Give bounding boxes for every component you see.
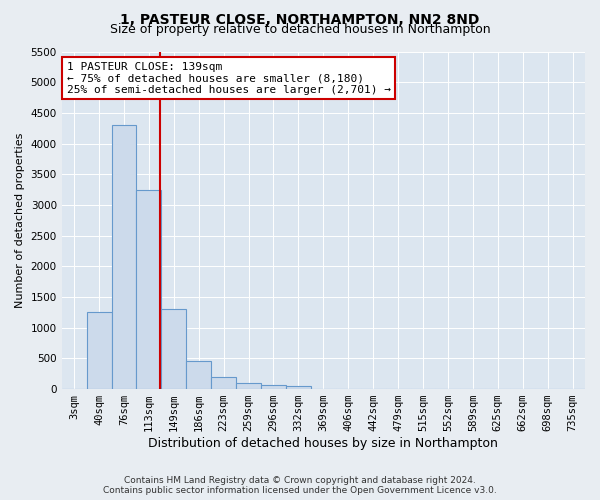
X-axis label: Distribution of detached houses by size in Northampton: Distribution of detached houses by size … (148, 437, 498, 450)
Bar (186, 362, 211, 389)
Bar (286, 386, 311, 389)
Bar (136, 190, 161, 389)
Bar (236, 383, 261, 389)
Text: Contains HM Land Registry data © Crown copyright and database right 2024.
Contai: Contains HM Land Registry data © Crown c… (103, 476, 497, 495)
Bar (86, 312, 112, 389)
Text: 1 PASTEUR CLOSE: 139sqm
← 75% of detached houses are smaller (8,180)
25% of semi: 1 PASTEUR CLOSE: 139sqm ← 75% of detache… (67, 62, 391, 95)
Y-axis label: Number of detached properties: Number of detached properties (15, 132, 25, 308)
Text: 1, PASTEUR CLOSE, NORTHAMPTON, NN2 8ND: 1, PASTEUR CLOSE, NORTHAMPTON, NN2 8ND (121, 12, 479, 26)
Text: Size of property relative to detached houses in Northampton: Size of property relative to detached ho… (110, 22, 490, 36)
Bar (261, 386, 286, 389)
Bar (211, 377, 236, 389)
Bar (112, 125, 136, 389)
Bar (161, 310, 186, 389)
